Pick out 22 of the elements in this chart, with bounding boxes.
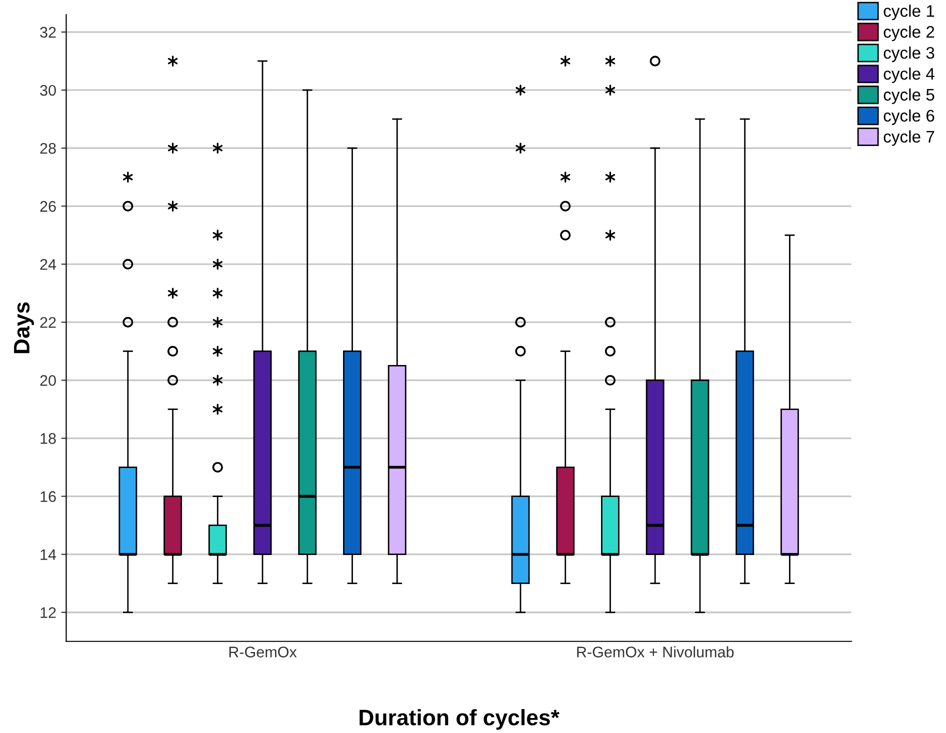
y-tick-label: 20 xyxy=(40,375,56,386)
x-tick-label: R-GemOx xyxy=(229,646,297,658)
y-tick-label: 18 xyxy=(40,433,56,444)
legend-label: cycle 6 xyxy=(884,109,934,125)
legend-label: cycle 3 xyxy=(884,46,934,62)
legend-label: cycle 2 xyxy=(884,26,934,42)
y-axis-title: Days xyxy=(14,302,34,354)
y-tick-label: 26 xyxy=(40,201,56,212)
legend-label: cycle 7 xyxy=(884,130,934,146)
y-tick-label: 32 xyxy=(40,26,56,38)
legend-label: cycle 4 xyxy=(884,67,934,84)
y-tick-label: 12 xyxy=(40,607,56,618)
y-tick-label: 28 xyxy=(40,142,56,154)
y-tick-label: 14 xyxy=(40,549,56,560)
x-tick-label: R-GemOx + Nivolumab xyxy=(577,646,734,658)
y-tick-label: 16 xyxy=(40,491,56,502)
legend-label: cycle 5 xyxy=(884,88,934,104)
y-tick-label: 24 xyxy=(40,259,56,270)
x-axis-title: Duration of cycles* xyxy=(360,709,560,730)
legend-label: cycle 1 xyxy=(884,4,934,20)
y-tick-label: 30 xyxy=(40,84,56,96)
y-tick-label: 22 xyxy=(40,317,56,328)
